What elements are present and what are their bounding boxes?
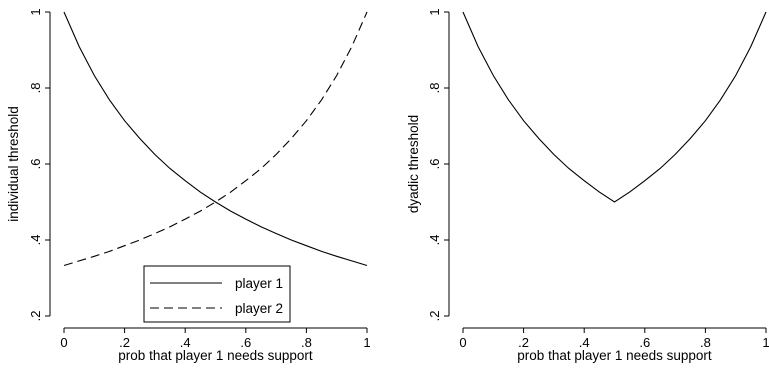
legend-label: player 2 — [235, 301, 283, 316]
chart-panel-1: .2 .4 .6 .8 1 0 .2 .4 .6 .8 1 prob that player 1 ne… — [6, 8, 371, 363]
y-axis-title: individual threshold — [6, 106, 21, 222]
x-tick-label: .2 — [518, 335, 529, 350]
y-tick-label: 1 — [28, 8, 43, 15]
chart-panel-2: .2 .4 .6 .8 1 0 .2 .4 .6 .8 1 prob that player 1 ne… — [406, 8, 769, 363]
legend-box — [143, 265, 291, 323]
x-axis-title: prob that player 1 needs support — [118, 348, 313, 363]
x-tick-label: .2 — [119, 335, 130, 350]
x-tick-label: 0 — [60, 335, 67, 350]
y-tick-label: .4 — [427, 235, 442, 246]
x-axis-title: prob that player 1 needs support — [517, 348, 712, 363]
x-tick-label: 1 — [363, 335, 370, 350]
y-tick-label: .4 — [28, 235, 43, 246]
x-tick-label: .4 — [579, 335, 590, 350]
y-tick-label: .8 — [427, 83, 442, 94]
x-tick-label: 1 — [762, 335, 769, 350]
x-tick-label: .6 — [639, 335, 650, 350]
series-line-player-1 — [63, 11, 368, 267]
y-tick-label: .8 — [28, 83, 43, 94]
x-tick-label: .8 — [700, 335, 711, 350]
x-tick-label: .8 — [301, 335, 312, 350]
x-tick-label: .4 — [180, 335, 191, 350]
y-tick-label: .2 — [427, 311, 442, 322]
y-tick-label: .6 — [28, 159, 43, 170]
y-tick-label: 1 — [427, 8, 442, 15]
y-axis-title: dyadic threshold — [406, 115, 421, 213]
x-tick-label: .6 — [240, 335, 251, 350]
legend-label: player 1 — [235, 276, 283, 291]
legend: player 1 player 2 — [143, 265, 291, 323]
series-line-1 — [462, 11, 767, 203]
y-tick-label: .6 — [427, 159, 442, 170]
y-tick-label: .2 — [28, 311, 43, 322]
x-tick-label: 0 — [459, 335, 466, 350]
series-line-player-2 — [63, 11, 368, 267]
